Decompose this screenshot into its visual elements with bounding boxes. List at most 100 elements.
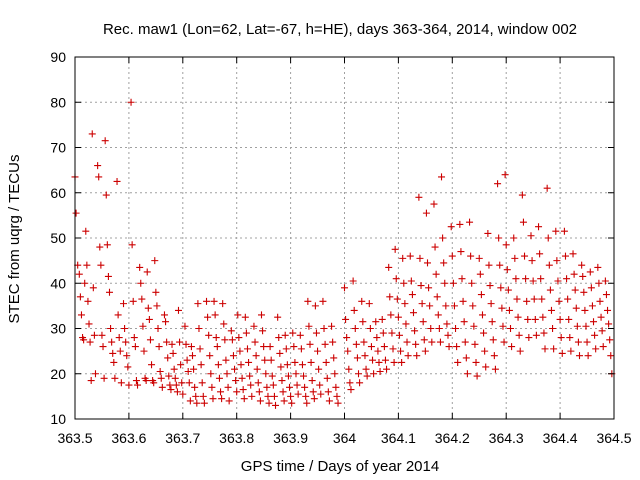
data-point-plus [160, 311, 168, 319]
data-point-plus [203, 297, 211, 305]
data-point-plus [84, 297, 92, 305]
data-point-plus [86, 338, 94, 346]
data-point-plus [601, 277, 609, 285]
data-point-plus [316, 381, 324, 389]
data-point-plus [471, 340, 479, 348]
data-point-plus [228, 336, 236, 344]
data-point-plus [417, 282, 425, 290]
y-tick-label: 40 [50, 275, 66, 291]
data-point-plus [498, 304, 506, 312]
data-point-plus [367, 343, 375, 351]
data-point-plus [171, 374, 179, 382]
data-point-plus [563, 275, 571, 283]
data-point-plus [430, 200, 438, 208]
data-point-plus [404, 352, 412, 360]
data-point-plus [152, 288, 160, 296]
data-point-plus [194, 300, 202, 308]
data-point-plus [233, 388, 241, 396]
data-point-plus [341, 284, 348, 292]
data-point-plus [311, 302, 319, 310]
data-point-plus [178, 379, 186, 387]
data-point-plus [557, 334, 565, 342]
data-point-plus [91, 370, 99, 378]
data-point-plus [438, 173, 446, 181]
data-point-plus [278, 377, 286, 385]
data-point-plus [320, 325, 328, 332]
data-point-plus [607, 352, 615, 360]
data-point-plus [182, 340, 190, 348]
x-axis-title: GPS time / Days of year 2014 [241, 458, 439, 475]
data-point-plus [370, 370, 378, 378]
data-point-plus [148, 361, 156, 369]
data-point-plus [573, 322, 581, 330]
data-point-plus [356, 379, 364, 387]
data-point-plus [312, 329, 320, 337]
data-point-plus [466, 218, 474, 226]
data-point-plus [274, 313, 282, 321]
data-point-plus [431, 243, 439, 251]
data-point-plus [113, 177, 121, 185]
data-point-plus [440, 259, 448, 267]
data-point-plus [342, 315, 350, 323]
data-point-plus [470, 322, 478, 330]
data-point-plus [265, 399, 273, 407]
data-point-plus [596, 297, 604, 305]
data-point-plus [302, 392, 310, 400]
data-point-plus [350, 306, 358, 314]
data-point-plus [554, 277, 562, 285]
x-tick-label: 364.2 [435, 430, 470, 446]
data-point-plus [375, 358, 383, 366]
data-point-plus [193, 399, 201, 407]
data-point-plus [547, 306, 555, 314]
data-point-plus [72, 209, 80, 217]
data-point-plus [380, 343, 388, 351]
data-point-plus [166, 381, 174, 389]
data-point-plus [125, 381, 133, 389]
data-point-plus [290, 343, 298, 351]
data-point-plus [489, 336, 497, 344]
data-point-plus [502, 241, 510, 249]
data-point-plus [574, 338, 582, 346]
data-point-plus [229, 352, 237, 360]
data-point-plus [482, 363, 490, 371]
data-point-plus [234, 311, 242, 319]
data-point-plus [190, 365, 198, 373]
data-point-plus [345, 365, 353, 373]
data-point-plus [449, 279, 457, 287]
x-axis-ticks: 363.5 363.6 363.7 363.8 363.9 364 364.1 364.2 36… [57, 57, 632, 446]
x-tick-label: 364.4 [543, 430, 578, 446]
data-point-plus [378, 315, 386, 323]
data-point-plus [500, 338, 508, 346]
data-point-plus [564, 295, 572, 303]
data-point-plus [469, 302, 477, 310]
data-point-plus [565, 315, 573, 323]
data-point-plus [374, 347, 382, 355]
data-point-plus [383, 365, 391, 373]
data-point-plus [541, 345, 549, 353]
data-point-plus [349, 277, 357, 285]
data-point-plus [495, 234, 503, 242]
data-point-plus [121, 325, 129, 332]
data-point-plus [224, 383, 232, 391]
data-point-plus [145, 315, 153, 323]
data-point-plus [296, 331, 304, 339]
data-point-plus [561, 252, 569, 260]
data-point-plus [108, 338, 116, 346]
data-point-plus [293, 381, 301, 389]
data-point-plus [447, 223, 455, 231]
data-point-plus [283, 361, 291, 369]
data-point-plus [392, 275, 400, 283]
data-point-plus [519, 218, 527, 226]
data-point-plus [453, 343, 461, 351]
data-point-plus [259, 327, 267, 335]
data-point-plus [221, 336, 229, 344]
y-axis-ticks: 10 20 30 40 50 60 70 80 90 [50, 49, 614, 427]
data-point-plus [286, 383, 294, 391]
data-point-plus [243, 345, 251, 353]
data-point-plus [444, 331, 452, 339]
data-point-plus [347, 386, 355, 394]
data-point-plus [457, 248, 465, 256]
data-point-plus [177, 361, 185, 369]
data-point-plus [254, 379, 262, 387]
data-point-plus [544, 234, 552, 242]
